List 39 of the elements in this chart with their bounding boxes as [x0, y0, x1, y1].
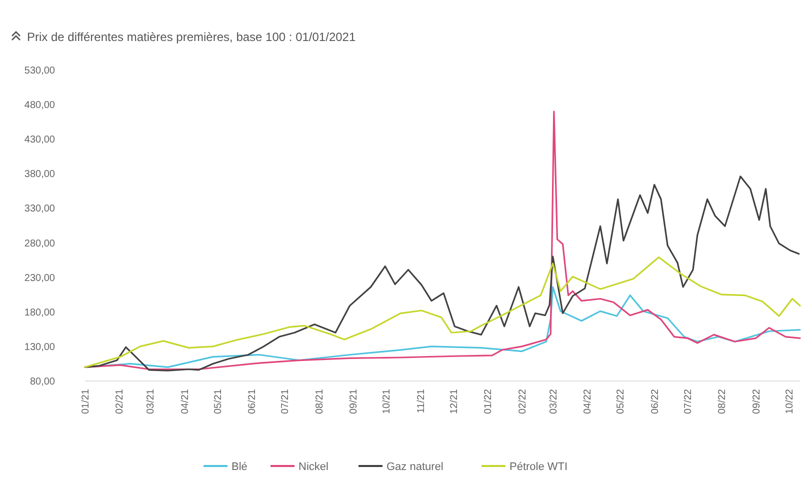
x-tick-label: 12/21 — [449, 388, 460, 414]
x-tick-label: 01/21 — [80, 388, 92, 414]
x-tick-label: 07/21 — [280, 388, 292, 414]
x-tick-label: 11/21 — [416, 388, 427, 414]
y-tick-label: 80,00 — [30, 376, 56, 388]
x-tick-label: 03/22 — [548, 388, 560, 414]
x-tick-label: 04/21 — [180, 388, 191, 414]
chart-title: Prix de différentes matières premières, base 100 : 01/01/2021 — [27, 30, 356, 44]
y-tick-label: 430,00 — [24, 134, 56, 146]
x-tick-label: 05/21 — [212, 388, 224, 414]
y-tick-label: 480,00 — [24, 100, 56, 112]
x-tick-label: 02/22 — [517, 388, 528, 414]
y-tick-label: 530,00 — [24, 66, 56, 76]
legend-label: Blé — [232, 460, 248, 473]
y-tick-label: 380,00 — [24, 169, 56, 180]
x-tick-label: 09/22 — [751, 388, 762, 414]
x-tick-label: 08/21 — [314, 388, 326, 414]
x-tick-label: 10/22 — [784, 388, 796, 414]
legend-label: Pétrole WTI — [510, 460, 568, 473]
x-tick-label: 02/21 — [114, 388, 126, 414]
line-series — [84, 176, 800, 372]
y-tick-label: 130,00 — [24, 342, 56, 353]
line-series — [84, 256, 801, 368]
x-tick-label: 05/22 — [616, 388, 627, 414]
x-tick-label: 06/21 — [247, 388, 258, 414]
x-tick-label: 10/21 — [382, 388, 393, 414]
y-tick-label: 230,00 — [24, 272, 56, 284]
y-tick-label: 280,00 — [24, 238, 56, 250]
y-tick-label: 180,00 — [24, 307, 56, 318]
x-tick-label: 03/21 — [146, 388, 157, 414]
x-tick-label: 04/22 — [582, 388, 594, 414]
legend-label: Nickel — [298, 460, 328, 473]
x-tick-label: 09/21 — [348, 388, 360, 414]
x-tick-label: 01/22 — [483, 388, 494, 414]
x-tick-label: 07/22 — [682, 388, 694, 414]
legend-label: Gaz naturel — [386, 460, 444, 473]
x-tick-label: 06/22 — [650, 388, 661, 414]
y-tick-label: 330,00 — [24, 204, 56, 215]
x-tick-label: 08/22 — [717, 388, 728, 414]
